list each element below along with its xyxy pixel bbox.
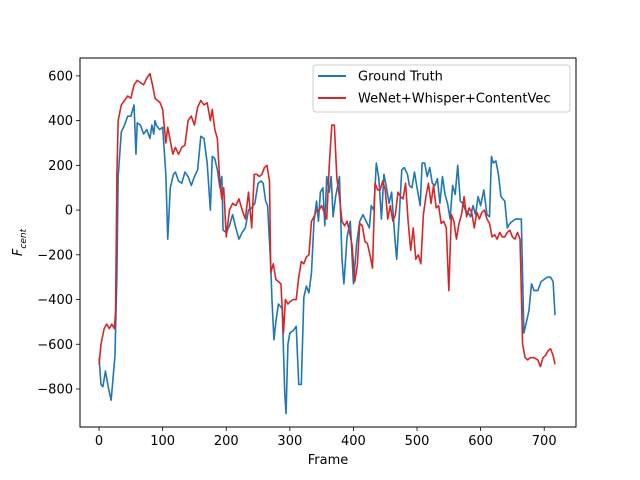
series-line-1 (98, 104, 556, 415)
y-tick-label: −800 (37, 382, 73, 397)
x-axis-label: Frame (308, 453, 349, 468)
y-axis-label: Fcent (11, 228, 29, 256)
x-tick-label: 0 (95, 434, 103, 449)
x-tick-label: 400 (341, 434, 366, 449)
plot-frame (79, 57, 577, 428)
x-tick-label: 700 (532, 434, 557, 449)
y-tick-label: −200 (37, 248, 73, 263)
y-tick-label: −400 (37, 293, 73, 308)
y-tick-label: 200 (48, 159, 73, 174)
y-axis-ticks: −800 −600 −400 −200 0 200 400 600 (37, 69, 80, 397)
y-tick-label: 600 (48, 69, 73, 84)
y-tick-label: 400 (48, 114, 73, 129)
x-tick-label: 100 (150, 434, 175, 449)
x-tick-label: 300 (277, 434, 302, 449)
series-line-2 (98, 72, 556, 368)
legend: Ground Truth WeNet+Whisper+ContentVec (312, 64, 571, 113)
x-axis-ticks: 0 100 200 300 400 500 600 700 (95, 427, 557, 449)
x-tick-label: 500 (405, 434, 430, 449)
legend-label-2: WeNet+Whisper+ContentVec (358, 92, 551, 107)
y-tick-label: −600 (37, 338, 73, 353)
x-tick-label: 200 (214, 434, 239, 449)
legend-label-1: Ground Truth (358, 70, 443, 85)
legend-box (312, 64, 571, 113)
y-axis-label-base: F (11, 248, 26, 256)
y-axis-label-subscript: cent (19, 228, 29, 248)
y-tick-label: 0 (65, 204, 73, 219)
plot-lines (98, 72, 556, 415)
x-tick-label: 600 (468, 434, 493, 449)
